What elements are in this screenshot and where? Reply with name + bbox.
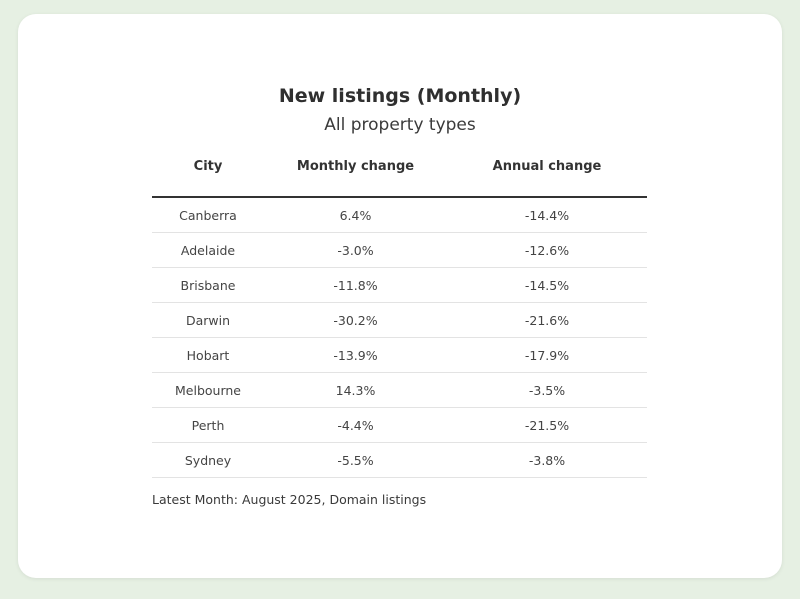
monthly-change-cell: -30.2% [264,302,447,338]
table-title: New listings (Monthly) [278,85,522,107]
column-header-annual-change: Annual change [447,150,647,198]
monthly-change-cell: -3.0% [264,232,447,268]
table-row: Canberra 6.4% -14.4% [152,197,647,233]
table-row: Brisbane -11.8% -14.5% [152,267,647,303]
annual-change-cell: -21.5% [447,407,647,443]
city-cell: Hobart [152,337,264,373]
table-row: Perth -4.4% -21.5% [152,407,647,443]
annual-change-cell: -12.6% [447,232,647,268]
monthly-change-cell: -13.9% [264,337,447,373]
monthly-change-cell: -11.8% [264,267,447,303]
city-cell: Canberra [152,197,264,233]
city-cell: Adelaide [152,232,264,268]
table-row: Adelaide -3.0% -12.6% [152,232,647,268]
monthly-change-cell: -4.4% [264,407,447,443]
listings-table: City Monthly change Annual change Canber… [152,150,647,478]
column-header-city: City [152,150,264,198]
table-card: New listings (Monthly) All property type… [18,14,782,578]
annual-change-cell: -14.5% [447,267,647,303]
table-header-row: City Monthly change Annual change [152,150,647,198]
column-header-monthly-change: Monthly change [264,150,447,198]
city-cell: Melbourne [152,372,264,408]
city-cell: Perth [152,407,264,443]
city-cell: Sydney [152,442,264,478]
annual-change-cell: -14.4% [447,197,647,233]
monthly-change-cell: -5.5% [264,442,447,478]
table-row: Melbourne 14.3% -3.5% [152,372,647,408]
city-cell: Brisbane [152,267,264,303]
annual-change-cell: -17.9% [447,337,647,373]
annual-change-cell: -3.8% [447,442,647,478]
source-footnote: Latest Month: August 2025, Domain listin… [152,492,427,507]
city-cell: Darwin [152,302,264,338]
table-row: Darwin -30.2% -21.6% [152,302,647,338]
table-subtitle: All property types [324,115,476,135]
monthly-change-cell: 6.4% [264,197,447,233]
table-row: Sydney -5.5% -3.8% [152,442,647,478]
annual-change-cell: -21.6% [447,302,647,338]
table-row: Hobart -13.9% -17.9% [152,337,647,373]
monthly-change-cell: 14.3% [264,372,447,408]
annual-change-cell: -3.5% [447,372,647,408]
